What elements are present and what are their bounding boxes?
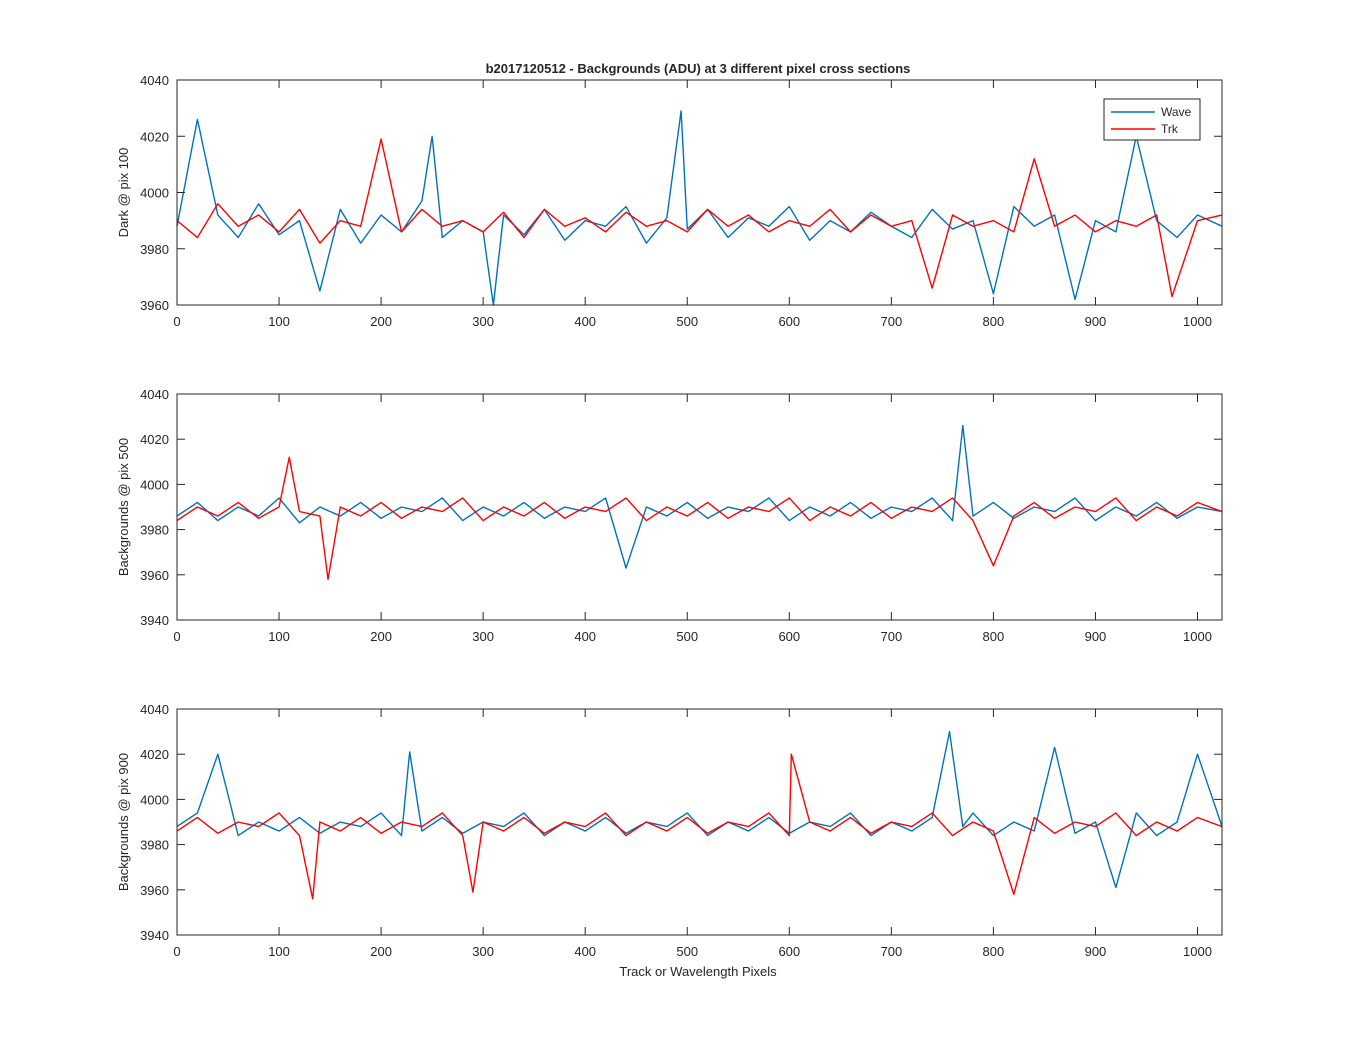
y-axis-label: Backgrounds @ pix 900 [116,753,131,891]
x-tick-label: 800 [983,629,1005,644]
x-tick-label: 200 [370,629,392,644]
y-tick-label: 4020 [140,747,169,762]
y-tick-label: 4020 [140,129,169,144]
y-tick-label: 3940 [140,928,169,943]
x-tick-label: 800 [983,944,1005,959]
x-tick-label: 400 [574,944,596,959]
chart-panel-1: 0 100 200 300 400 500 600 700 800 900 1000 3960 3980… [116,73,1223,329]
x-tick-label: 300 [472,314,494,329]
x-tick-label: 100 [268,944,290,959]
y-tick-label: 4040 [140,73,169,88]
x-tick-label: 500 [676,944,698,959]
y-tick-label: 3940 [140,613,169,628]
series-line-trk [176,753,1223,900]
x-tick-label: 600 [778,944,800,959]
x-tick-label: 900 [1085,944,1107,959]
series-line-trk [176,138,1223,298]
axes-box [176,393,1223,621]
x-tick-label: 400 [574,314,596,329]
x-tick-label: 300 [472,944,494,959]
y-tick-label: 4040 [140,387,169,402]
chart-panel-3: 0 100 200 300 400 500 600 700 800 900 1000 3940 3960… [116,702,1223,959]
x-tick-label: 200 [370,944,392,959]
x-axis-label: Track or Wavelength Pixels [619,964,777,979]
x-tick-label: 900 [1085,629,1107,644]
series-line-wave [176,110,1223,306]
x-tick-label: 0 [173,944,180,959]
x-tick-label: 600 [778,314,800,329]
x-tick-label: 300 [472,629,494,644]
y-tick-label: 3960 [140,883,169,898]
x-tick-label: 700 [881,944,903,959]
y-axis-label: Backgrounds @ pix 500 [116,438,131,576]
x-tick-label: 1000 [1183,314,1212,329]
plot-area [177,394,1222,620]
legend-box [1103,98,1201,141]
series-line-wave [176,424,1223,569]
y-tick-label: 4000 [140,477,169,492]
x-tick-label: 500 [676,629,698,644]
x-tick-label: 400 [574,629,596,644]
plot-area [177,80,1222,305]
x-tick-label: 0 [173,314,180,329]
chart-panel-2: 0 100 200 300 400 500 600 700 800 900 1000 3940 3960… [116,387,1223,644]
y-tick-label: 4020 [140,432,169,447]
y-tick-label: 3960 [140,568,169,583]
y-axis-label: Dark @ pix 100 [116,148,131,238]
x-tick-label: 0 [173,629,180,644]
x-tick-label: 900 [1085,314,1107,329]
x-tick-label: 800 [983,314,1005,329]
x-tick-label: 1000 [1183,629,1212,644]
y-tick-label: 3980 [140,242,169,257]
y-tick-label: 3960 [140,298,169,313]
figure-title: b2017120512 - Backgrounds (ADU) at 3 dif… [486,61,911,76]
x-tick-label: 700 [881,629,903,644]
y-tick-label: 3980 [140,523,169,538]
y-tick-label: 4040 [140,702,169,717]
x-tick-label: 700 [881,314,903,329]
x-tick-label: 600 [778,629,800,644]
legend-label-trk: Trk [1161,122,1179,136]
x-tick-label: 100 [268,629,290,644]
x-tick-label: 500 [676,314,698,329]
x-tick-label: 200 [370,314,392,329]
legend-label-wave: Wave [1161,105,1192,119]
axes-box [176,708,1223,936]
y-tick-label: 4000 [140,792,169,807]
y-tick-label: 3980 [140,838,169,853]
plot-area [177,709,1222,935]
legend: Wave Trk [1103,98,1201,141]
x-tick-label: 1000 [1183,944,1212,959]
x-tick-label: 100 [268,314,290,329]
series-line-trk [176,456,1223,580]
y-tick-label: 4000 [140,186,169,201]
